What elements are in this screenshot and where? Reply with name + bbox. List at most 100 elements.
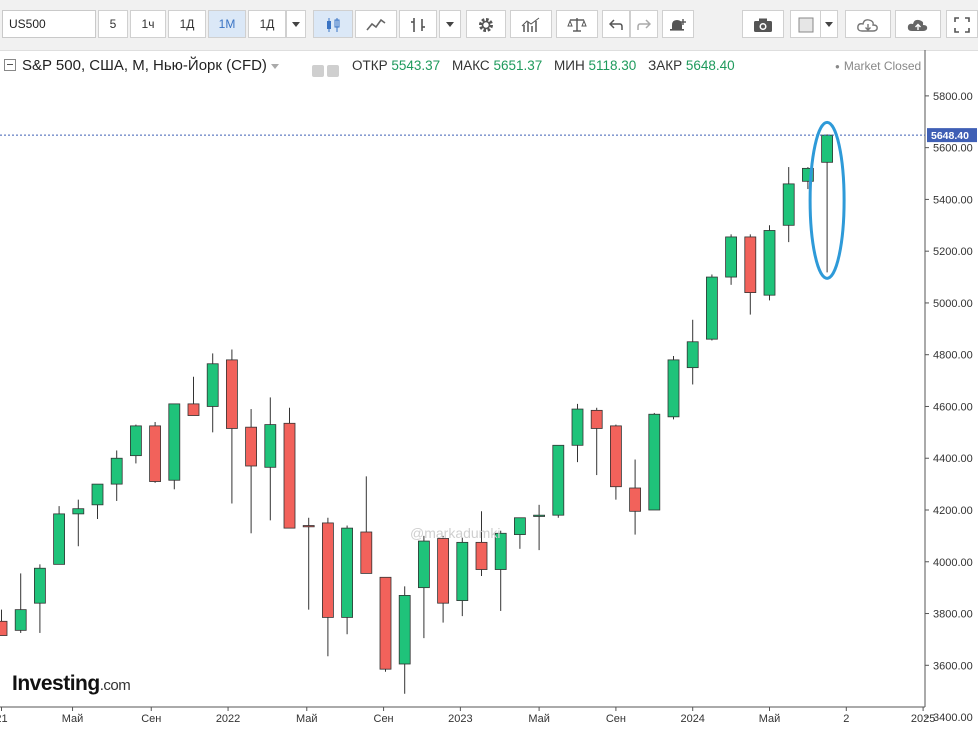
candle-body[interactable] [514,517,526,535]
timeframe-1h-button[interactable]: 1ч [130,10,166,38]
candle-body[interactable] [91,483,104,506]
indicators-button[interactable] [510,10,552,38]
timeframe-1d-alt-button[interactable]: 1Д [248,10,286,38]
redo-button[interactable] [630,10,658,38]
candlestick-chart[interactable]: 3400.00 3600.00 3800.00 4000.00 4200.00 4400.… [0,50,978,732]
candle-body[interactable] [72,508,85,515]
candle-body[interactable] [206,363,219,407]
candle-body[interactable] [437,538,450,604]
timeframe-dropdown-button[interactable] [286,10,306,38]
x-tick-label: Май [759,713,781,725]
x-tick-label: Май [528,713,550,725]
y-tick-label: 5000.00 [933,298,973,310]
x-tick-label: 2 [843,713,849,725]
candle-body[interactable] [667,359,680,418]
bars-chart-button[interactable] [399,10,437,38]
candle-body[interactable] [686,341,699,369]
indicators-icon [521,17,540,32]
candle-body[interactable] [782,183,795,226]
bell-icon [670,18,686,31]
high-value: 5651.37 [493,58,543,73]
candle-body[interactable] [302,525,315,528]
x-tick-label: 21 [0,713,8,725]
line-chart-button[interactable] [355,10,397,38]
candle-body[interactable] [264,424,277,468]
candle-body[interactable] [802,167,814,182]
candle-body[interactable] [610,425,622,488]
candle-body[interactable] [725,236,737,278]
color-dropdown-button[interactable] [820,10,838,38]
screenshot-button[interactable] [742,10,784,38]
last-price-label: 5648.40 [931,130,969,142]
candle-body[interactable] [149,425,162,482]
candle-body[interactable] [629,487,641,512]
undo-icon [609,19,623,30]
candle-body[interactable] [187,403,200,416]
candle-body[interactable] [533,514,545,517]
timeframe-1m-button[interactable]: 1М [208,10,246,38]
settings-button[interactable] [466,10,506,38]
candle-body[interactable] [744,236,757,293]
candle-body[interactable] [571,408,584,446]
camera-icon [754,18,772,32]
candle-body[interactable] [341,527,354,618]
chevron-down-icon[interactable] [271,64,280,70]
candle-body[interactable] [398,595,411,665]
candle-body[interactable] [129,425,142,457]
market-status: Market Closed [835,54,921,79]
candle-body[interactable] [475,541,488,570]
candle-body[interactable] [0,620,8,636]
eye-icon[interactable] [312,65,324,77]
fullscreen-icon [954,17,970,33]
logo-domain-text: .com [99,677,131,694]
candle-body[interactable] [552,444,565,516]
chevron-down-icon [825,21,833,27]
logo-main-text: Investing [12,672,100,695]
gear-icon [479,17,493,32]
alert-button[interactable] [662,10,694,38]
symbol-search-input[interactable]: US500 [2,10,96,38]
candle-body[interactable] [245,426,258,467]
chart-type-dropdown-button[interactable] [439,10,461,38]
candle-body[interactable] [168,403,181,481]
timeframe-5-button[interactable]: 5 [98,10,128,38]
candle-body[interactable] [34,567,46,604]
candle-body[interactable] [821,134,833,163]
candle-body[interactable] [763,230,776,296]
color-picker-button[interactable] [790,10,822,38]
y-tick-label: 4400.00 [933,453,973,465]
candle-body[interactable] [14,609,27,631]
color-swatch-icon [798,17,814,33]
candle-body[interactable] [110,457,123,485]
candle-body[interactable] [379,576,392,670]
candle-body[interactable] [706,276,718,340]
y-tick-label: 4800.00 [933,350,973,362]
candles-chart-button[interactable] [313,10,353,38]
candle-body[interactable] [225,359,238,429]
settings-icon[interactable] [327,65,339,77]
candle-body[interactable] [53,513,65,565]
y-tick-label: 3600.00 [933,660,973,672]
y-tick-label: 4600.00 [933,401,973,413]
open-value: 5543.37 [391,58,441,73]
undo-button[interactable] [602,10,630,38]
compare-button[interactable] [556,10,598,38]
candle-body[interactable] [360,531,373,574]
candle-body[interactable] [648,413,661,511]
cloud-upload-icon [907,19,928,31]
candle-body[interactable] [283,422,296,529]
ohlc-bars-icon [411,17,425,32]
candle-body[interactable] [590,409,603,429]
candle-body[interactable] [494,532,507,570]
candle-body[interactable] [321,522,334,618]
timeframe-1d-button[interactable]: 1Д [168,10,206,38]
line-chart-icon [366,18,386,31]
ohlc-values: ОТКР 5543.37 МАКС 5651.37 МИН 5118.30 ЗА… [352,54,743,78]
candle-body[interactable] [456,541,469,601]
cloud-save-button[interactable] [895,10,941,38]
candle-body[interactable] [417,540,430,589]
collapse-legend-toggle[interactable] [4,59,16,71]
fullscreen-button[interactable] [946,10,978,38]
investing-logo: Investing.com [12,672,131,696]
cloud-load-button[interactable] [845,10,891,38]
